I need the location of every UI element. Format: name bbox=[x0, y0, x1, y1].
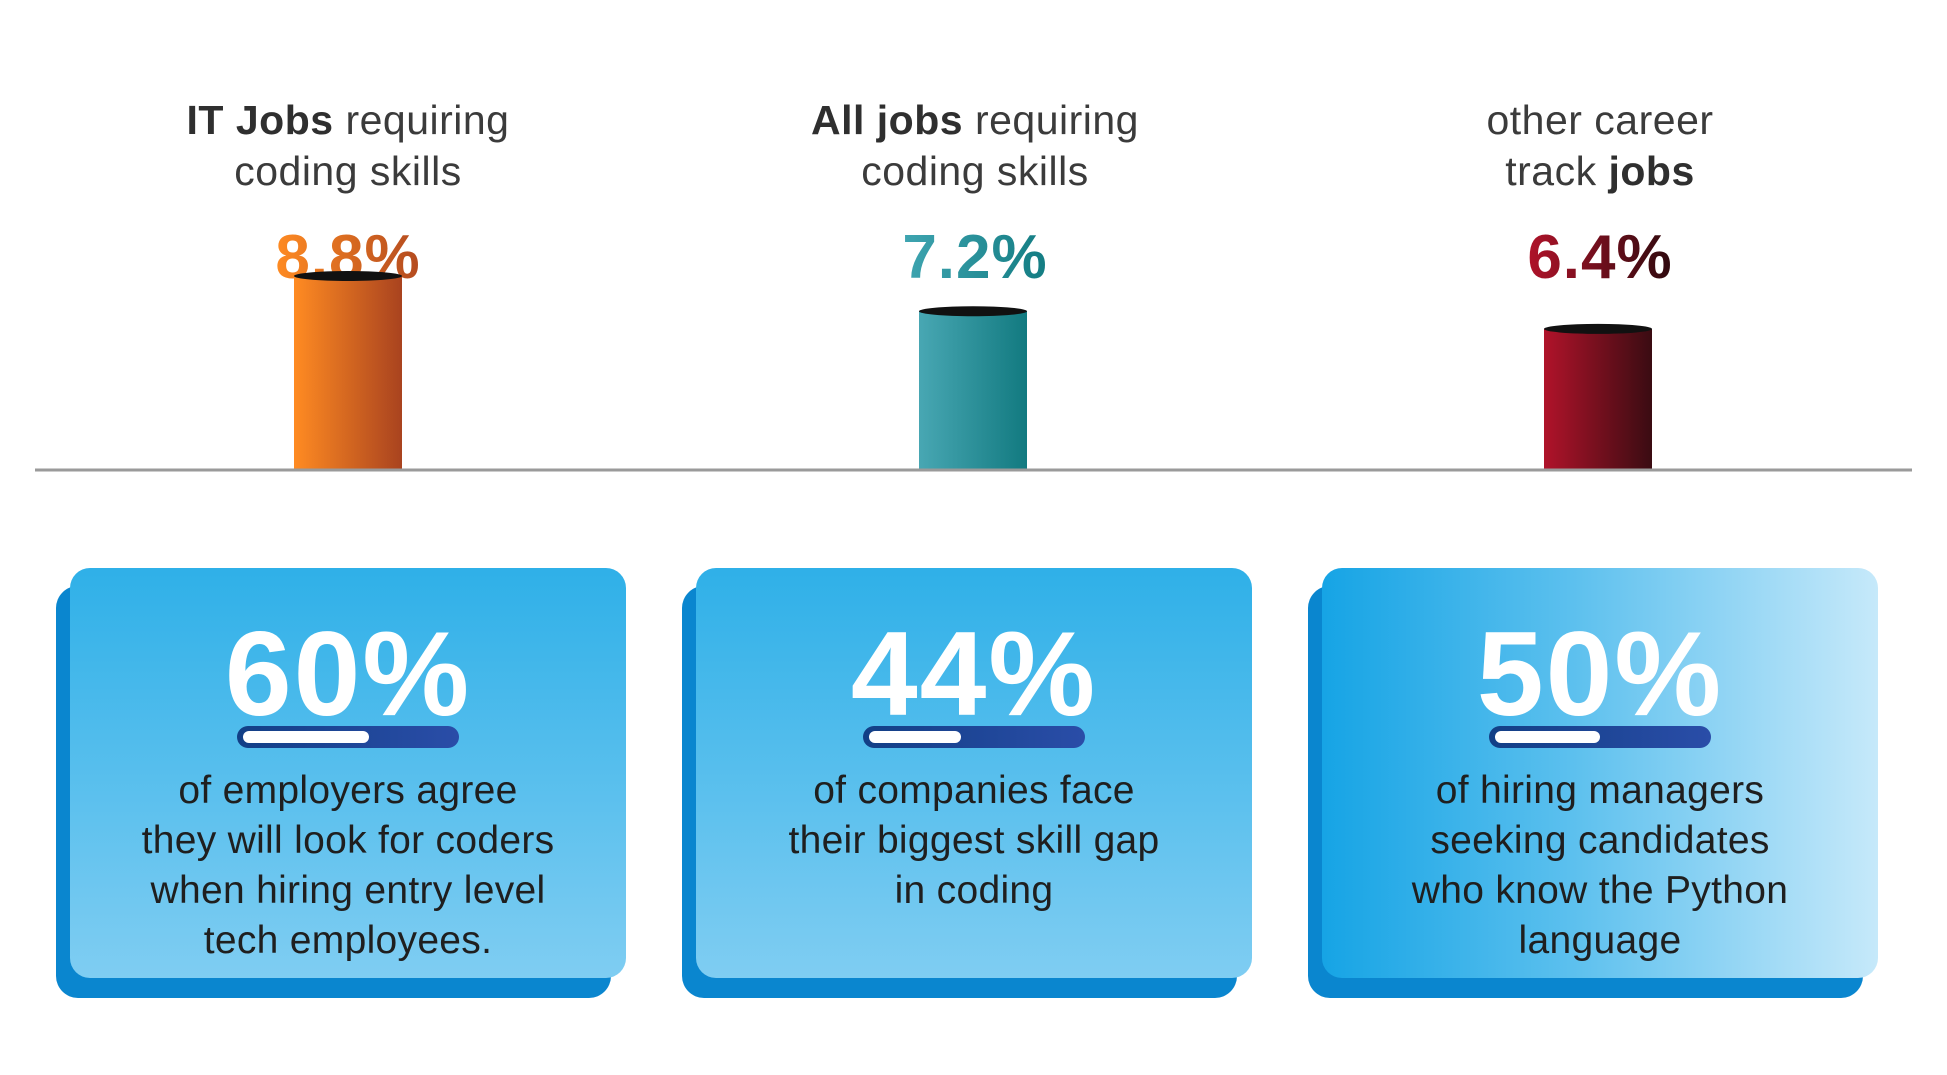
bar-0 bbox=[294, 276, 402, 470]
category-label-line2: track bbox=[1505, 148, 1609, 194]
stat-card-companies: 44% of companies face their biggest skil… bbox=[682, 568, 1252, 998]
category-label-line2: coding skills bbox=[861, 148, 1089, 194]
bar-top-cap-0 bbox=[294, 271, 402, 281]
bar-chart bbox=[35, 271, 1912, 472]
category-label-line2: coding skills bbox=[234, 148, 462, 194]
category-label-bold: jobs bbox=[1608, 148, 1695, 194]
stat-value: 50% bbox=[1476, 607, 1724, 741]
stat-progress-fill bbox=[1495, 731, 1600, 743]
stat-progress-bar bbox=[863, 726, 1085, 748]
stat-description: of employers agree they will look for co… bbox=[141, 769, 555, 962]
stat-progress-fill bbox=[243, 731, 369, 743]
value-label-text: 6.4% bbox=[1527, 223, 1673, 292]
category-label-bold: IT Jobs bbox=[186, 97, 334, 143]
stat-progress-bar bbox=[237, 726, 459, 748]
bar-1 bbox=[919, 311, 1027, 470]
bar-2 bbox=[1544, 328, 1652, 470]
category-label-bold: All jobs bbox=[810, 97, 964, 143]
stat-card-employers: 60% of employers agree they will look fo… bbox=[56, 568, 626, 998]
stat-card-hiring-managers: 50% of hiring managers seeking candidate… bbox=[1308, 568, 1878, 998]
stat-description: of companies face their biggest skill ga… bbox=[788, 769, 1160, 912]
category-label-other-jobs: other career track jobs bbox=[1290, 95, 1910, 197]
category-label-all-jobs: All jobs requiring coding skills bbox=[665, 95, 1285, 197]
category-label-it-jobs: IT Jobs requiring coding skills bbox=[38, 95, 658, 197]
stat-description: of hiring managers seeking candidates wh… bbox=[1411, 769, 1789, 962]
stat-value: 44% bbox=[850, 607, 1098, 741]
bar-top-cap-2 bbox=[1544, 323, 1652, 334]
stat-progress-bar bbox=[1489, 726, 1711, 748]
value-label-other-jobs: 6.4% bbox=[1290, 222, 1910, 293]
category-label-rest: requiring bbox=[333, 97, 510, 143]
stat-value: 60% bbox=[224, 607, 472, 741]
bar-top-cap-1 bbox=[919, 306, 1027, 317]
stat-progress-fill bbox=[869, 731, 961, 743]
value-label-text: 7.2% bbox=[902, 223, 1048, 292]
value-label-all-jobs: 7.2% bbox=[665, 222, 1285, 293]
category-label-pre: other career bbox=[1486, 97, 1714, 143]
category-label-rest: requiring bbox=[963, 97, 1139, 143]
